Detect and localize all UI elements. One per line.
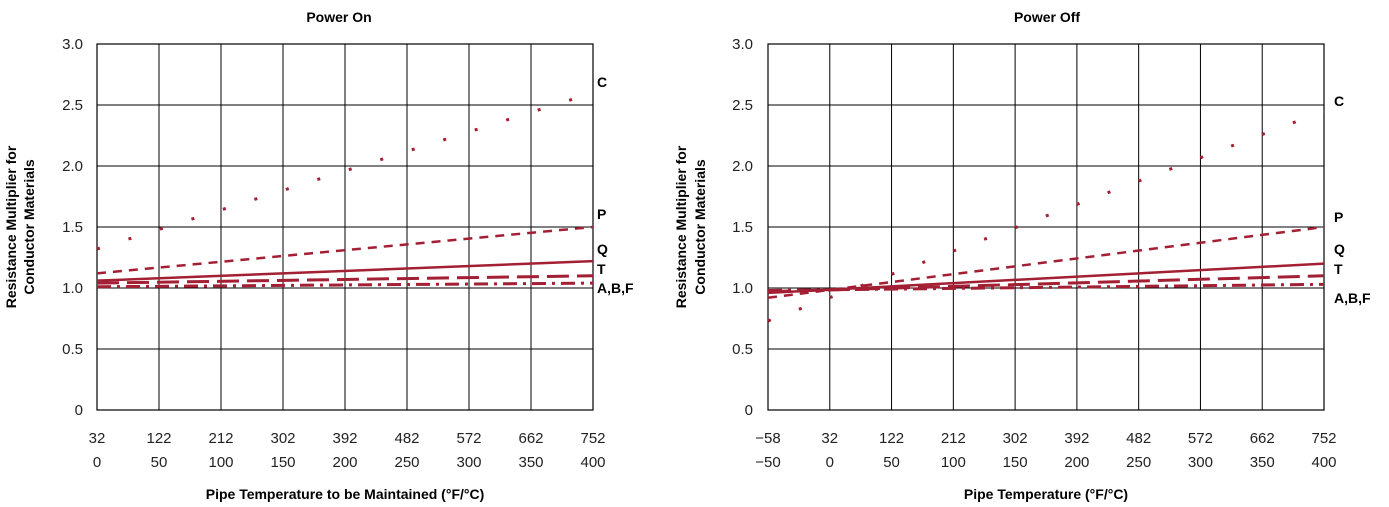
x-tick-label-c: 50 — [883, 454, 900, 471]
x-tick-label-c: 200 — [1064, 454, 1089, 471]
series-line-p — [96, 225, 594, 275]
x-tick-label-c: 100 — [208, 454, 233, 471]
x-tick-label-f: 122 — [879, 430, 904, 447]
y-tick-label: 2.0 — [732, 158, 753, 175]
x-tick-label-c: 350 — [1250, 454, 1275, 471]
chart-title: Power Off — [1014, 9, 1080, 25]
y-tick-label: 3.0 — [62, 36, 83, 53]
y-tick-label: 2.0 — [62, 158, 83, 175]
y-tick-label: 0 — [745, 402, 753, 419]
x-tick-label-c: 400 — [1311, 454, 1336, 471]
x-axis-label: Pipe Temperature (°F/°C) — [964, 486, 1128, 502]
x-tick-label-f: −58 — [755, 430, 780, 447]
y-axis-label-line1: Resistance Multiplier for — [3, 145, 19, 308]
series-label-c: C — [597, 74, 607, 90]
y-tick-label: 3.0 — [732, 36, 753, 53]
x-tick-label-f: 32 — [821, 430, 838, 447]
y-tick-label: 1.0 — [732, 280, 753, 297]
x-tick-label-c: 400 — [580, 454, 605, 471]
series-label-c: C — [1334, 93, 1344, 109]
x-tick-label-c: 150 — [1003, 454, 1028, 471]
chart-title: Power On — [306, 9, 371, 25]
series-line-abf — [96, 281, 594, 289]
y-tick-label: 0.5 — [62, 341, 83, 358]
series-label-t: T — [597, 261, 606, 277]
x-tick-label-c: 300 — [1188, 454, 1213, 471]
chart-power-on: Power On 0 0.5 1.0 1.5 2.0 2.5 3.0 32 0 122 50 212 10… — [3, 9, 634, 502]
series-line-c — [767, 109, 1325, 323]
series-label-q: Q — [597, 241, 608, 257]
x-tick-label-f: 392 — [1064, 430, 1089, 447]
y-tick-label: 1.5 — [732, 219, 753, 236]
x-tick-label-f: 212 — [208, 430, 233, 447]
x-tick-label-c: 250 — [1126, 454, 1151, 471]
series-label-t: T — [1334, 261, 1343, 277]
y-axis-label-line1: Resistance Multiplier for — [673, 145, 689, 308]
y-axis-label-line2: Conductor Materials — [21, 159, 37, 295]
series-label-abf: A,B,F — [597, 280, 634, 296]
y-tick-label: 2.5 — [62, 97, 83, 114]
x-tick-label-c: 300 — [456, 454, 481, 471]
x-tick-label-f: 32 — [89, 430, 106, 447]
x-tick-label-c: 150 — [270, 454, 295, 471]
x-tick-label-f: 662 — [1250, 430, 1275, 447]
series-line-t — [96, 274, 594, 285]
x-tick-label-f: 392 — [332, 430, 357, 447]
x-tick-label-f: 572 — [456, 430, 481, 447]
x-tick-label-c: 0 — [93, 454, 101, 471]
x-tick-label-c: −50 — [755, 454, 780, 471]
series-label-q: Q — [1334, 241, 1345, 257]
x-tick-label-f: 482 — [1126, 430, 1151, 447]
series-label-p: P — [1334, 209, 1343, 225]
y-tick-label: 0.5 — [732, 341, 753, 358]
y-tick-label: 2.5 — [732, 97, 753, 114]
x-tick-label-f: 752 — [1311, 430, 1336, 447]
x-tick-label-c: 100 — [941, 454, 966, 471]
x-tick-label-c: 250 — [394, 454, 419, 471]
x-tick-label-f: 302 — [270, 430, 295, 447]
x-tick-label-f: 302 — [1003, 430, 1028, 447]
x-tick-label-c: 350 — [518, 454, 543, 471]
series-line-p — [767, 225, 1325, 300]
y-tick-label: 1.5 — [62, 219, 83, 236]
x-tick-label-f: 212 — [941, 430, 966, 447]
series-line-abf — [767, 282, 1325, 292]
x-tick-label-c: 0 — [826, 454, 834, 471]
y-axis-label-line2: Conductor Materials — [692, 159, 708, 295]
x-tick-label-c: 200 — [332, 454, 357, 471]
chart-power-off: Power Off 0 0.5 1.0 1.5 2.0 2.5 3.0 −58 −50 32 0 122… — [673, 9, 1371, 502]
x-tick-label-f: 122 — [146, 430, 171, 447]
y-tick-label: 0 — [75, 402, 83, 419]
y-tick-label: 1.0 — [62, 280, 83, 297]
x-tick-label-f: 572 — [1188, 430, 1213, 447]
series-label-p: P — [597, 206, 606, 222]
x-axis-label: Pipe Temperature to be Maintained (°F/°C… — [206, 486, 485, 502]
x-tick-label-f: 482 — [394, 430, 419, 447]
series-label-abf: A,B,F — [1334, 290, 1371, 306]
series-line-q — [96, 259, 594, 282]
x-tick-label-c: 50 — [151, 454, 168, 471]
x-tick-label-f: 752 — [580, 430, 605, 447]
x-tick-label-f: 662 — [518, 430, 543, 447]
